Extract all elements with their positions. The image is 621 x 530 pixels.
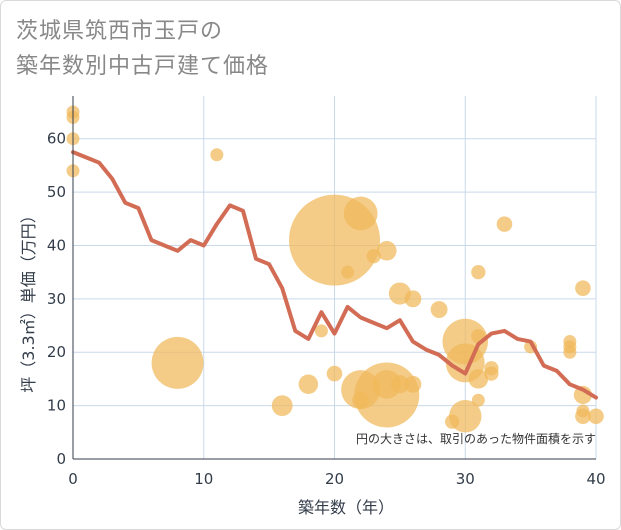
axes: 0 10 20 30 40 0 10 20 30 40 50 60 [47,96,606,488]
x-axis-label: 築年数（年） [298,498,394,517]
y-tick-label: 30 [47,290,66,308]
data-bubble [588,408,604,425]
data-bubble [563,345,577,359]
y-tick-label: 40 [47,236,66,254]
chart-title-line2: 築年数別中古戸建て価格 [16,54,270,79]
data-bubble [372,369,402,399]
x-tick-label: 20 [325,470,344,488]
data-bubble [496,216,513,232]
trend-line-group [71,150,598,400]
y-axis-label: 坪（3.3㎡）単価（万円） [19,207,38,392]
data-bubble [314,324,328,338]
data-bubble [575,280,591,296]
data-bubble [326,365,343,382]
data-bubble [468,369,489,389]
data-bubble [390,375,409,394]
data-bubble [484,366,499,381]
y-tick-label: 10 [47,397,66,415]
x-tick-label: 30 [456,470,475,488]
chart-title-line1: 茨城県筑西市玉戸の [16,19,224,44]
bubbles [66,105,604,433]
x-tick-label: 0 [68,470,78,488]
chart-title: 茨城県筑西市玉戸の 築年数別中古戸建て価格 [16,14,269,84]
trend-line [71,150,598,400]
data-bubble [343,196,378,231]
data-bubble [341,265,355,279]
data-bubble [471,265,486,280]
data-bubble [377,241,397,261]
data-bubble [298,374,319,395]
y-tick-label: 60 [47,130,66,148]
y-tick-label: 20 [47,343,66,361]
data-bubble [271,395,293,417]
x-tick-label: 40 [586,470,605,488]
x-tick-label: 10 [194,470,213,488]
data-bubble [575,408,591,425]
data-bubble [151,336,204,389]
data-bubble [404,375,422,393]
y-tick-label: 0 [56,450,66,468]
data-bubble [430,301,448,318]
y-tick-label: 50 [47,183,66,201]
data-bubble [210,148,224,162]
data-bubble [471,393,485,407]
data-bubble [449,400,482,433]
data-bubble [404,290,422,308]
bubble-size-note: 円の大きさは、取引のあった物件面積を示す [356,431,596,446]
